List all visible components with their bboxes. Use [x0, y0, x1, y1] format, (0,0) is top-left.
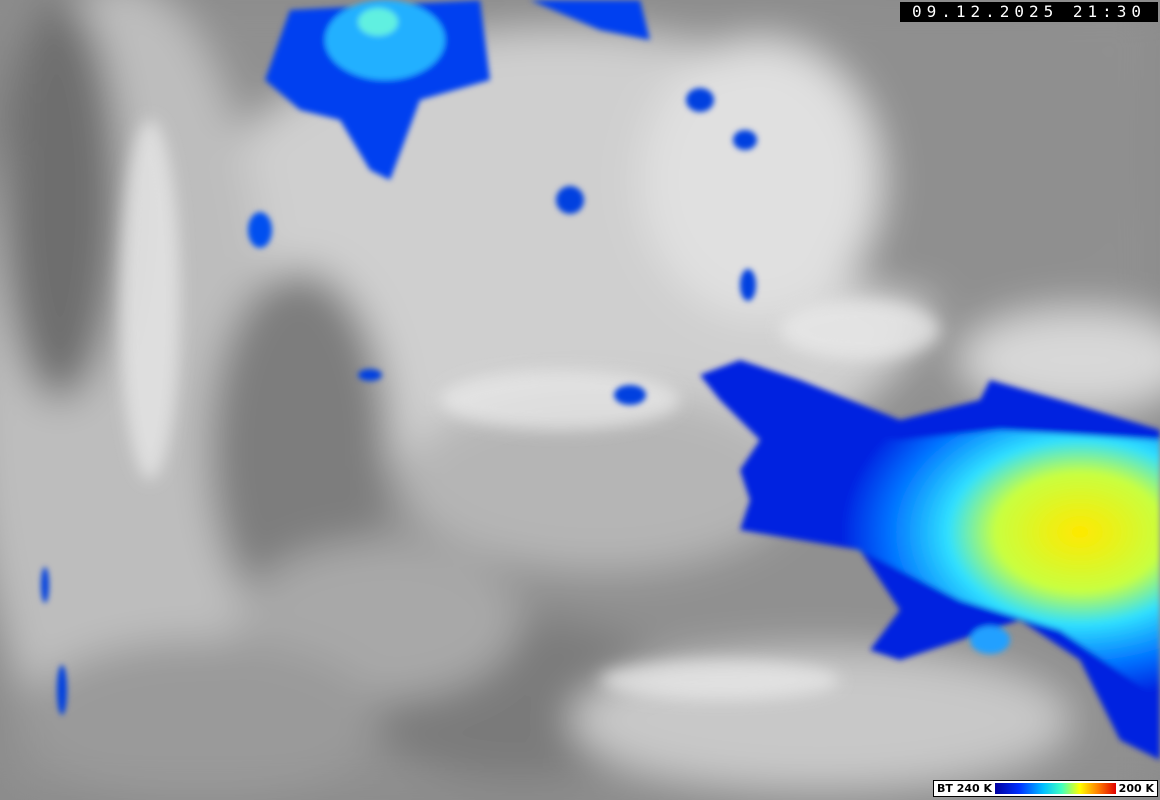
- legend-min-label: BT 240 K: [937, 782, 993, 795]
- legend-color-bar: [995, 783, 1116, 794]
- color-legend: BT 240 K 200 K: [933, 780, 1158, 797]
- timestamp: 09.12.2025 21:30: [900, 2, 1158, 22]
- legend-max-label: 200 K: [1118, 782, 1154, 795]
